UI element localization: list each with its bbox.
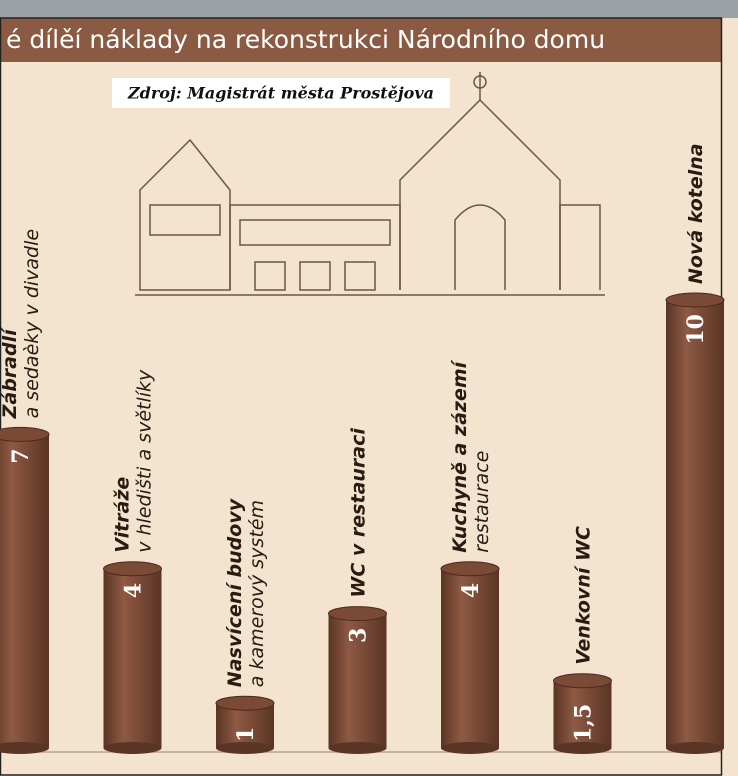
bar-foot [0, 742, 49, 754]
category-label: v hledišti a světlíky [134, 369, 156, 553]
bar [103, 568, 162, 748]
category-label: Nasvícení budovy [224, 497, 246, 687]
bar-cap [328, 606, 387, 622]
value-label: 10 [683, 314, 709, 345]
bar-cap [215, 695, 275, 711]
chart-title: é dílěí náklady na rekonstrukci Národníh… [6, 25, 605, 54]
value-label: 3 [346, 628, 372, 643]
value-label: 7 [8, 448, 34, 463]
source-box [112, 78, 450, 108]
bar [441, 568, 499, 748]
category-label: restaurace [471, 451, 493, 553]
bar-foot [216, 742, 274, 754]
category-label: Zábradlí [0, 327, 21, 420]
bar [666, 300, 724, 748]
bar-foot [441, 742, 499, 754]
bar-foot [328, 742, 387, 754]
bar-cap [665, 292, 725, 308]
category-label: Nová kotelna [685, 143, 707, 284]
bar-foot [103, 742, 162, 754]
category-label: Vitráže [112, 477, 134, 553]
category-label: WC v restauraci [348, 428, 370, 598]
bar-cap [440, 561, 500, 577]
category-label: a sedaèky v divadle [21, 229, 43, 419]
bar-cap [103, 561, 162, 577]
photo-strip [0, 0, 738, 18]
building-sketch [135, 72, 605, 296]
source: Zdroj: Magistrát města Prostějova [127, 84, 434, 103]
category-label: Venkovní WC [573, 526, 595, 665]
bar [328, 613, 387, 748]
title-bar [0, 18, 722, 62]
category-label: Kuchyně a zázemí [449, 359, 471, 552]
bar-cap [0, 426, 50, 442]
bar-foot [553, 742, 612, 754]
bar-foot [666, 742, 724, 754]
bar [553, 680, 612, 748]
value-label: 4 [458, 583, 484, 598]
value-label: 1,5 [571, 704, 597, 742]
bar [0, 434, 49, 748]
category-label: a kamerový systém [246, 500, 268, 687]
bar-cap [553, 673, 612, 689]
value-label: 4 [121, 583, 147, 598]
value-label: 1 [233, 727, 259, 742]
